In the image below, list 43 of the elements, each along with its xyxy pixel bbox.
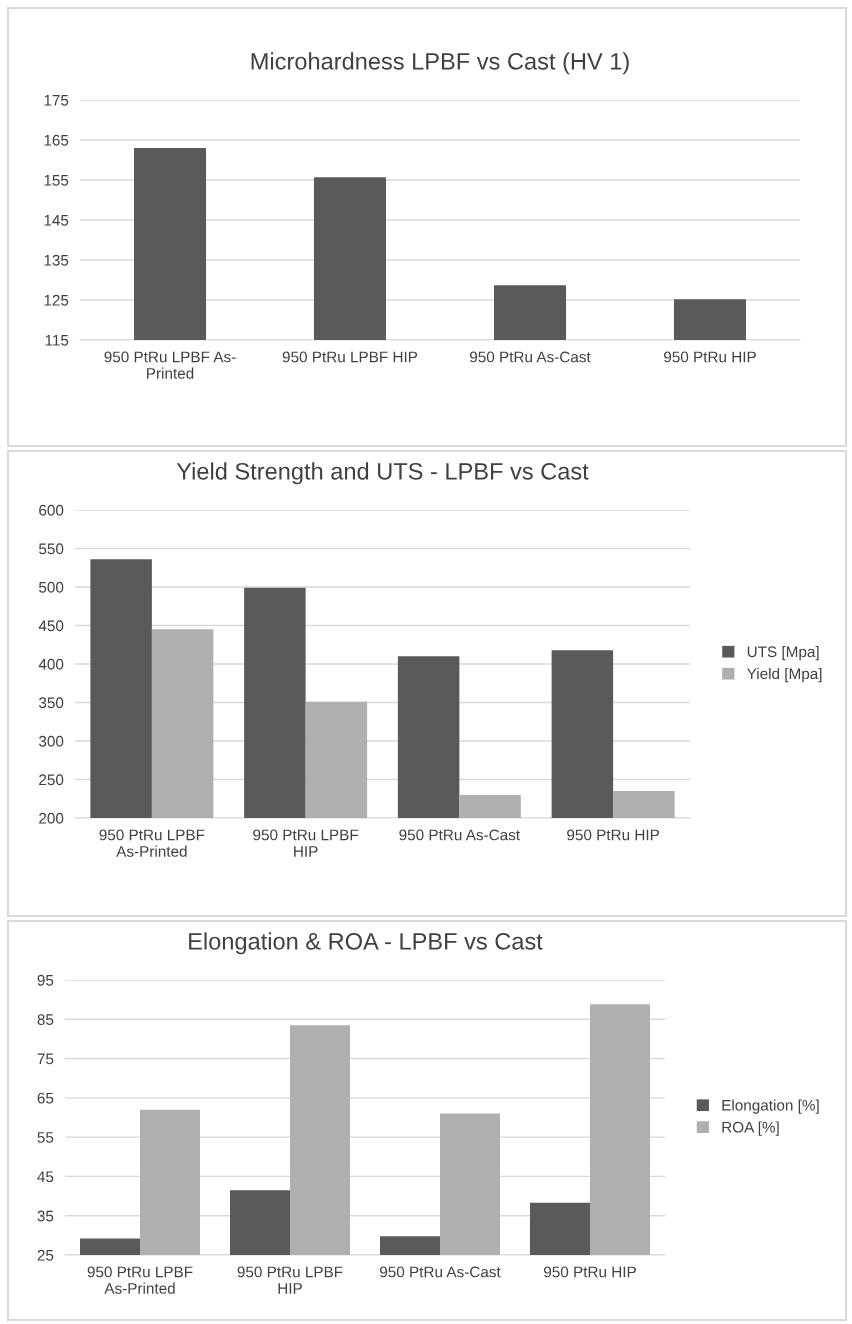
legend-label: Yield [Mpa] xyxy=(746,667,822,683)
y-tick-label: 200 xyxy=(39,812,64,824)
y-tick-label: 600 xyxy=(39,504,64,516)
x-tick-label: 950 PtRu LPBF As-Printed xyxy=(87,1266,193,1294)
legend-label: UTS [Mpa] xyxy=(747,645,819,661)
y-tick-label: 350 xyxy=(38,697,64,709)
chart-title: Elongation & ROA - LPBF vs Cast xyxy=(189,932,543,955)
y-tick-label: 135 xyxy=(44,254,69,266)
y-tick-label: 165 xyxy=(44,134,69,146)
y-tick-label: 155 xyxy=(44,175,69,186)
y-tick-label: 95 xyxy=(37,974,54,986)
y-tick-label: 550 xyxy=(39,543,64,555)
x-tick-label: 950 PtRu HIP xyxy=(567,829,660,841)
y-tick-label: 65 xyxy=(37,1092,54,1104)
y-tick-label: 85 xyxy=(37,1014,54,1025)
y-tick-label: 35 xyxy=(37,1210,54,1222)
legend-label: Elongation [%] xyxy=(722,1099,819,1114)
y-tick-label: 45 xyxy=(37,1171,54,1183)
y-tick-label: 250 xyxy=(39,774,64,786)
y-tick-label: 400 xyxy=(38,658,64,670)
y-tick-label: 55 xyxy=(37,1132,54,1143)
y-tick-label: 125 xyxy=(44,294,69,306)
x-tick-label: 950 PtRu As-Cast xyxy=(470,351,591,363)
chart-title: Microhardness LPBF vs Cast (HV 1) xyxy=(251,52,629,75)
legend-label: ROA [%] xyxy=(722,1121,779,1136)
x-tick-label: 950 PtRu As-Cast xyxy=(380,1266,501,1278)
y-tick-label: 450 xyxy=(38,620,64,632)
chart-title: Yield Strength and UTS - LPBF vs Cast xyxy=(176,462,589,485)
y-tick-label: 500 xyxy=(39,581,64,593)
x-tick-label: 950 PtRu HIP xyxy=(664,351,756,363)
y-tick-label: 75 xyxy=(37,1053,54,1065)
y-tick-label: 25 xyxy=(37,1249,54,1261)
x-tick-label: 950 PtRu LPBF HIP xyxy=(282,351,418,363)
y-tick-label: 175 xyxy=(44,95,69,106)
y-tick-label: 300 xyxy=(38,735,64,747)
x-tick-label: 950 PtRu HIP xyxy=(544,1266,636,1278)
x-tick-label: 950 PtRu LPBF As- Printed xyxy=(104,351,236,379)
y-tick-label: 115 xyxy=(45,335,69,346)
x-tick-label: 950 PtRu LPBF HIP xyxy=(237,1266,343,1294)
y-tick-label: 145 xyxy=(44,215,69,226)
x-tick-label: 950 PtRu LPBF As-Printed xyxy=(99,829,205,857)
x-tick-label: 950 PtRu As-Cast xyxy=(399,829,520,841)
x-tick-label: 950 PtRu LPBF HIP xyxy=(253,829,359,857)
